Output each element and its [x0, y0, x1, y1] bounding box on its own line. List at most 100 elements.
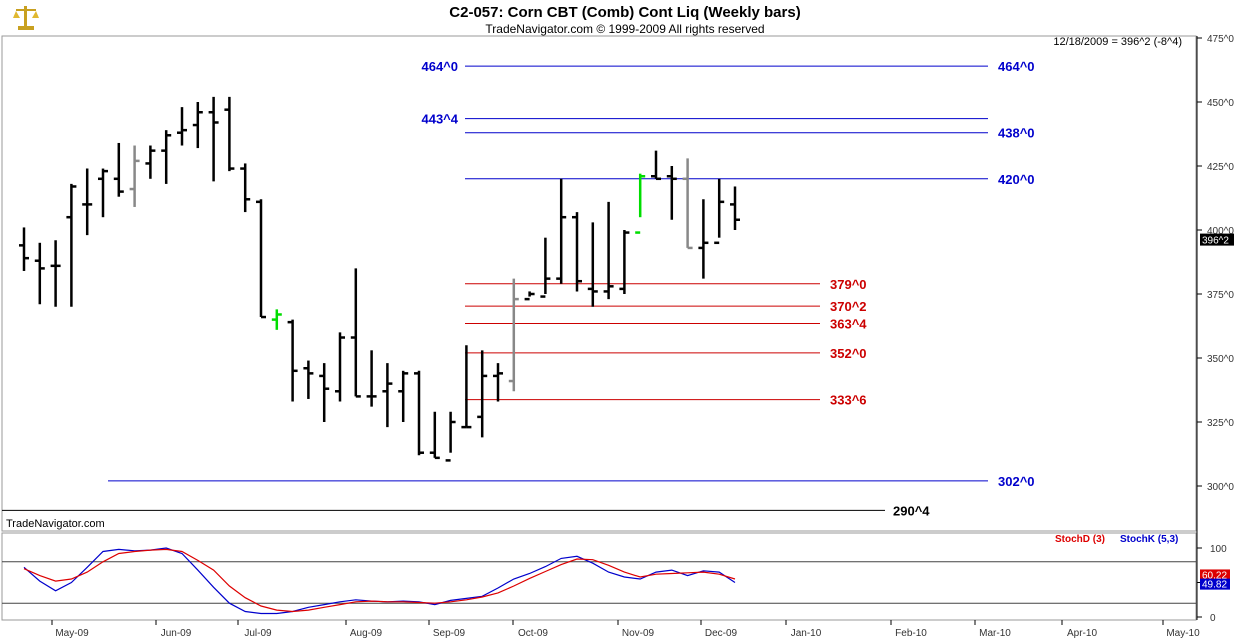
ohlc-bar [129, 145, 140, 207]
ohlc-bar [350, 268, 361, 398]
ohlc-bar [414, 370, 424, 456]
level-label: 290^4 [893, 503, 930, 518]
price-axis: 300^0 325^0 350^0 375^0 400^0 425^0 450^0 475^0… [1196, 34, 1234, 620]
ohlc-bar [82, 168, 93, 236]
ohlc-bar [19, 227, 29, 271]
time-axis: May-09 Jun-09 Jul-09 Aug-09 Sep-09 Oct-09 Nov-… [51, 620, 1200, 639]
ohlc-bar [493, 363, 503, 402]
y-tick-label: 325^0 [1207, 418, 1234, 429]
ohlc-bar [192, 102, 203, 149]
level-label: 379^0 [830, 277, 867, 292]
price-panel: 464^0 464^0 443^4 438^0 420^0 379^0 370^2 363^4… [1, 35, 1197, 532]
ohlc-bar [698, 199, 709, 279]
ohlc-bar [445, 411, 456, 462]
level-label: 363^4 [830, 316, 867, 331]
ohlc-bar [161, 130, 172, 184]
ohlc-bar [240, 163, 251, 213]
ohlc-bar [208, 96, 219, 182]
x-tick-label: May-09 [55, 628, 89, 639]
logo [13, 6, 39, 30]
ohlc-bar [635, 173, 646, 234]
y-tick-label: 375^0 [1207, 290, 1234, 301]
stoch-d-line [23, 548, 736, 613]
level-label: 438^0 [998, 126, 1035, 141]
ohlc-bar [477, 350, 488, 438]
stoch-tick-label: 0 [1210, 613, 1216, 624]
x-tick-label: Jul-09 [244, 628, 272, 639]
level-label: 464^0 [998, 59, 1035, 74]
ohlc-bar [287, 319, 298, 402]
y-tick-label: 475^0 [1207, 34, 1234, 45]
ohlc-bar [177, 107, 187, 146]
level-label: 370^2 [830, 299, 867, 314]
ohlc-bar [682, 158, 693, 250]
ohlc-bar [540, 237, 551, 298]
level-lines: 464^0 464^0 443^4 438^0 420^0 379^0 370^2 363^4… [2, 59, 1035, 518]
ohlc-bar [508, 278, 519, 392]
x-tick-label: Sep-09 [433, 628, 466, 639]
ohlc-bar [50, 240, 61, 307]
ohlc-bar [666, 166, 677, 220]
y-tick-label: 300^0 [1207, 482, 1234, 493]
ohlc-bar [730, 186, 740, 230]
ohlc-bar [382, 363, 393, 428]
ohlc-bar [651, 150, 661, 181]
level-label: 420^0 [998, 172, 1035, 187]
level-label: 302^0 [998, 474, 1035, 489]
stoch-tick-label: 100 [1210, 544, 1227, 555]
chart-title: C2-057: Corn CBT (Comb) Cont Liq (Weekly… [449, 4, 800, 21]
x-tick-label: Jan-10 [791, 628, 822, 639]
ohlc-bar [34, 242, 45, 305]
watermark: TradeNavigator.com [6, 518, 105, 530]
ohlc-bar [398, 370, 409, 422]
y-tick-label: 350^0 [1207, 354, 1234, 365]
ohlc-bar [335, 332, 345, 402]
x-tick-label: Mar-10 [979, 628, 1011, 639]
x-tick-label: Feb-10 [895, 628, 927, 639]
ohlc-bar [256, 199, 266, 319]
level-left-label: 464^0 [421, 59, 458, 74]
stoch-k-badge [1200, 578, 1230, 590]
ohlc-bar [572, 212, 582, 292]
chart-copyright: TradeNavigator.com © 1999-2009 All right… [485, 22, 764, 36]
stoch-k-last-label: 49.82 [1202, 580, 1227, 591]
stochastic-panel-frame [1, 532, 1197, 621]
ohlc-bar [271, 309, 282, 330]
level-label: 333^6 [830, 393, 867, 408]
level-label: 352^0 [830, 346, 867, 361]
ohlc-bar [524, 291, 535, 301]
ohlc-bar [461, 345, 472, 429]
last-value-readout: 12/18/2009 = 396^2 (-8^4) [1053, 36, 1182, 48]
last-price-badge [1200, 233, 1234, 246]
x-tick-label: Oct-09 [518, 628, 548, 639]
ohlc-bars [19, 96, 740, 462]
ohlc-bar [113, 142, 124, 197]
ohlc-bar [714, 178, 725, 245]
stoch-d-badge [1200, 569, 1230, 581]
stochastic-lines [2, 547, 1196, 615]
ohlc-bar [224, 96, 235, 172]
scales-icon [13, 6, 39, 30]
x-tick-label: May-10 [1166, 628, 1200, 639]
y-tick-label: 400^0 [1207, 226, 1234, 237]
ohlc-bar [556, 178, 567, 284]
ohlc-bar [587, 222, 598, 307]
ohlc-bar [66, 183, 77, 307]
ohlc-bar [619, 230, 630, 294]
ohlc-bar [429, 411, 440, 460]
stoch-d-legend: StochD (3) [1055, 534, 1105, 545]
x-tick-label: Aug-09 [350, 628, 383, 639]
x-tick-label: Apr-10 [1067, 628, 1097, 639]
ohlc-bar [366, 350, 377, 407]
last-price-label: 396^2 [1202, 236, 1229, 247]
ohlc-bar [145, 145, 156, 179]
ohlc-bar [319, 363, 330, 422]
y-tick-label: 450^0 [1207, 98, 1234, 109]
level-left-label: 443^4 [421, 112, 458, 127]
y-tick-label: 425^0 [1207, 162, 1234, 173]
stoch-k-legend: StochK (5,3) [1120, 534, 1178, 545]
ohlc-bar [303, 360, 314, 399]
ohlc-bar [98, 168, 108, 218]
